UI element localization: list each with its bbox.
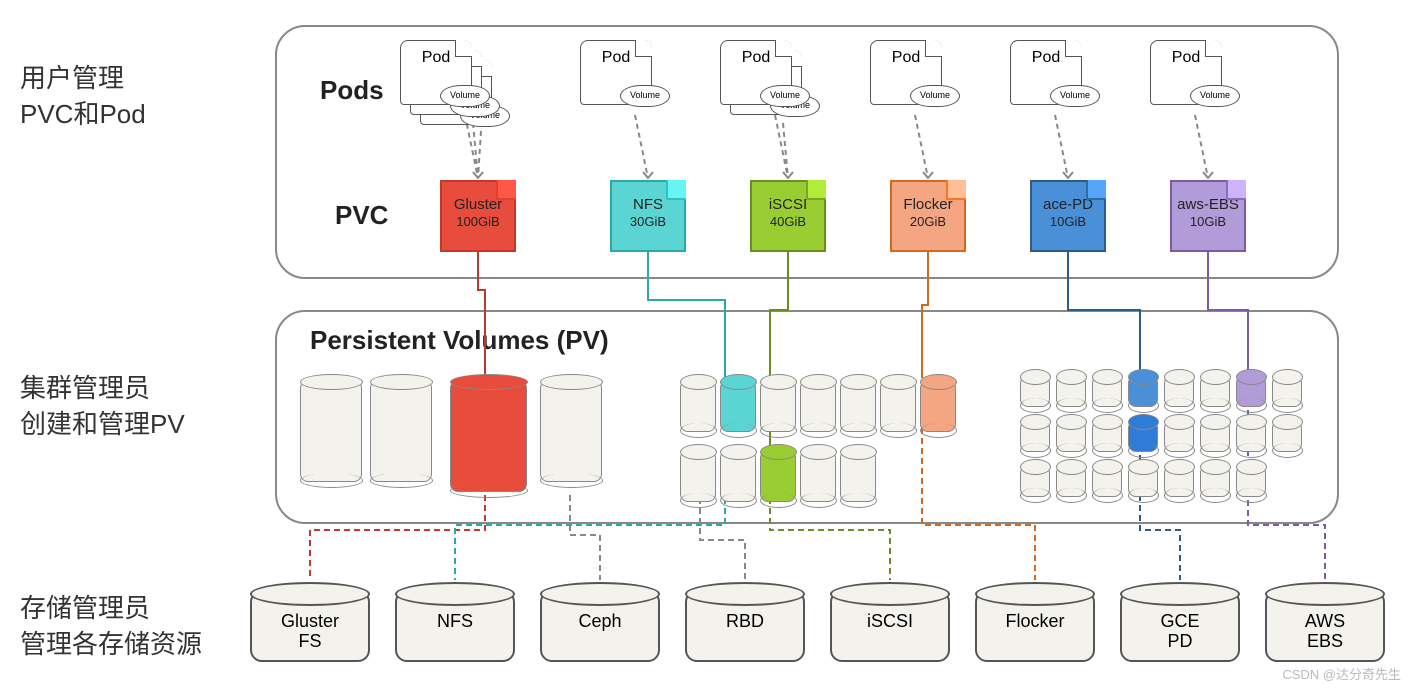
pv-cylinder <box>1092 465 1122 497</box>
pvc-aws-ebs: aws-EBS10GiB <box>1170 180 1246 252</box>
storage-aws: AWSEBS <box>1265 590 1385 662</box>
pv-cylinder <box>880 380 916 432</box>
pv-cylinder <box>840 450 876 502</box>
volume-icon: Volume <box>760 85 810 107</box>
pv-cylinder <box>760 450 796 502</box>
pvc-label: PVC <box>335 200 388 231</box>
pvc-flocker: Flocker20GiB <box>890 180 966 252</box>
pvc-gluster: Gluster100GiB <box>440 180 516 252</box>
pv-cylinder <box>1020 465 1050 497</box>
pv-cylinder <box>1236 420 1266 452</box>
pv-cylinder <box>450 380 527 492</box>
pv-cylinder <box>1056 465 1086 497</box>
pvc-iscsi: iSCSI40GiB <box>750 180 826 252</box>
volume-icon: Volume <box>620 85 670 107</box>
pv-cylinder <box>1272 420 1302 452</box>
pv-cylinder <box>1092 420 1122 452</box>
volume-icon: Volume <box>910 85 960 107</box>
side-label-admin: 集群管理员创建和管理PV <box>20 370 185 443</box>
pv-cylinder <box>1020 420 1050 452</box>
storage-nfs: NFS <box>395 590 515 662</box>
pv-cylinder <box>920 380 956 432</box>
pv-cylinder <box>540 380 602 482</box>
pv-cylinder <box>300 380 362 482</box>
pv-cylinder <box>1164 375 1194 407</box>
side-label-storage: 存储管理员管理各存储资源 <box>20 590 202 663</box>
storage-gce: GCEPD <box>1120 590 1240 662</box>
pv-cylinder <box>370 380 432 482</box>
pv-cylinder <box>1236 375 1266 407</box>
pvc-ace-pd: ace-PD10GiB <box>1030 180 1106 252</box>
volume-icon: Volume <box>1190 85 1240 107</box>
storage-flocker: Flocker <box>975 590 1095 662</box>
pv-cylinder <box>1020 375 1050 407</box>
pv-cylinder <box>1200 375 1230 407</box>
pods-label: Pods <box>320 75 384 106</box>
pv-cylinder <box>720 380 756 432</box>
volume-icon: Volume <box>440 85 490 107</box>
pv-cylinder <box>800 450 836 502</box>
pv-cylinder <box>1092 375 1122 407</box>
pv-cylinder <box>1128 465 1158 497</box>
pv-cylinder <box>1236 465 1266 497</box>
pv-cylinder <box>720 450 756 502</box>
pv-cylinder <box>1128 420 1158 452</box>
side-label-user: 用户管理PVC和Pod <box>20 60 146 133</box>
volume-icon: Volume <box>1050 85 1100 107</box>
pv-cylinder <box>1128 375 1158 407</box>
pv-cylinder <box>1056 375 1086 407</box>
storage-iscsi: iSCSI <box>830 590 950 662</box>
pv-cylinder <box>680 450 716 502</box>
watermark: CSDN @达分奇先生 <box>1282 664 1401 683</box>
pv-cylinder <box>680 380 716 432</box>
pv-cylinder <box>1200 420 1230 452</box>
pv-cylinder <box>1272 375 1302 407</box>
storage-gluster: GlusterFS <box>250 590 370 662</box>
pv-cylinder <box>1200 465 1230 497</box>
pvc-nfs: NFS30GiB <box>610 180 686 252</box>
pv-cylinder <box>1164 420 1194 452</box>
pv-cylinder <box>800 380 836 432</box>
pv-label: Persistent Volumes (PV) <box>310 325 609 356</box>
pv-cylinder <box>1056 420 1086 452</box>
storage-rbd: RBD <box>685 590 805 662</box>
pv-cylinder <box>1164 465 1194 497</box>
storage-ceph: Ceph <box>540 590 660 662</box>
pv-cylinder <box>760 380 796 432</box>
pv-cylinder <box>840 380 876 432</box>
